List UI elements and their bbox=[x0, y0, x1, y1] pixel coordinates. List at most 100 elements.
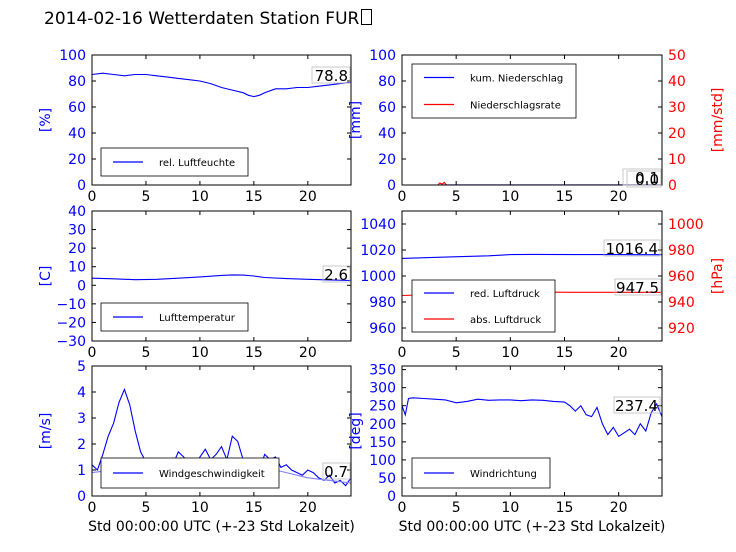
precip-ytick-label: 20 bbox=[378, 152, 396, 168]
pressure-ytick2-label: 940 bbox=[668, 295, 695, 311]
precip-xtick-label: 20 bbox=[610, 189, 628, 205]
pressure-ytick2-label: 920 bbox=[668, 321, 695, 337]
pressure-ytick2-label: 1000 bbox=[668, 217, 704, 233]
humidity-value-label-box bbox=[311, 66, 351, 84]
wind_speed-ytick-label: 2 bbox=[77, 437, 86, 453]
precip-ytick-label: 100 bbox=[369, 48, 396, 64]
temperature-ylabel: [C] bbox=[38, 266, 54, 287]
wind_dir-xtick-label: 0 bbox=[398, 500, 407, 516]
wind_speed-ytick-label: 1 bbox=[77, 463, 86, 479]
pressure-legend-box bbox=[411, 279, 556, 333]
wind_speed-xtick-label: 0 bbox=[88, 500, 97, 516]
precip-xtick-label: 15 bbox=[556, 189, 574, 205]
pressure-value-label: 947.5 bbox=[616, 279, 659, 297]
pressure-ytick2-label: 980 bbox=[668, 243, 695, 259]
pressure-ytick-label: 980 bbox=[369, 295, 396, 311]
precip-panel bbox=[401, 54, 663, 188]
pressure-legend-label: abs. Luftdruck bbox=[470, 315, 541, 326]
temperature-ytick-label: 20 bbox=[68, 241, 86, 257]
temperature-ytick-label: 30 bbox=[68, 223, 86, 239]
precip-legend-label: Niederschlagsrate bbox=[470, 101, 561, 112]
pressure-ytick2-label: 960 bbox=[668, 269, 695, 285]
temperature-plot-frame bbox=[91, 210, 352, 342]
wind_dir-ytick-label: 150 bbox=[369, 435, 396, 451]
wind_dir-ytick-label: 300 bbox=[369, 381, 396, 397]
precip-ytick2-label: 30 bbox=[668, 100, 686, 116]
wind_speed-xtick-label: 15 bbox=[245, 500, 263, 516]
precip-ytick2-label: 0 bbox=[668, 178, 677, 194]
wind_speed-plot-frame bbox=[91, 365, 352, 497]
wind_speed-ytick-label: 4 bbox=[77, 385, 86, 401]
wind_dir-ytick-label: 200 bbox=[369, 417, 396, 433]
humidity-ytick-label: 100 bbox=[59, 48, 86, 64]
precip-value-label: 0.1 bbox=[635, 169, 659, 187]
humidity-ytick-label: 20 bbox=[68, 152, 86, 168]
precip-ytick-label: 0 bbox=[387, 178, 396, 194]
wind_dir-ytick-label: 100 bbox=[369, 453, 396, 469]
precip-xtick-label: 10 bbox=[501, 189, 519, 205]
temperature-value-label-box bbox=[322, 265, 351, 283]
chart-title: 2014-02-16 Wetterdaten Station FUR bbox=[44, 9, 373, 29]
precip-ytick-label: 40 bbox=[378, 126, 396, 142]
pressure-ytick-label: 1000 bbox=[360, 269, 396, 285]
humidity-legend-label: rel. Luftfeuchte bbox=[159, 158, 235, 169]
humidity-value-label: 78.8 bbox=[315, 67, 348, 85]
humidity-xtick-label: 20 bbox=[299, 189, 317, 205]
wind_dir-ylabel: [deg] bbox=[348, 412, 364, 449]
pressure-ytick-label: 960 bbox=[369, 321, 396, 337]
temperature-xtick-label: 5 bbox=[141, 345, 150, 361]
humidity-xtick-label: 0 bbox=[88, 189, 97, 205]
wind_speed-series-line-0 bbox=[91, 387, 352, 487]
humidity-ytick-label: 80 bbox=[68, 74, 86, 90]
humidity-xtick-label: 15 bbox=[245, 189, 263, 205]
temperature-ytick-label: 0 bbox=[77, 278, 86, 294]
precip-ytick2-label: 10 bbox=[668, 152, 686, 168]
pressure-xtick-label: 20 bbox=[610, 345, 628, 361]
wind_dir-xtick-label: 10 bbox=[501, 500, 519, 516]
precip-ylabel: [mm] bbox=[348, 101, 364, 139]
temperature-ytick-label: −30 bbox=[56, 334, 86, 350]
precip-value-label: 0.0 bbox=[635, 171, 659, 189]
temperature-xtick-label: 20 bbox=[299, 345, 317, 361]
wind_speed-xtick-label: 20 bbox=[299, 500, 317, 516]
precip-ytick-label: 80 bbox=[378, 74, 396, 90]
temperature-ytick-label: 10 bbox=[68, 260, 86, 276]
wind_dir-xtick-label: 20 bbox=[610, 500, 628, 516]
humidity-ytick-label: 40 bbox=[68, 126, 86, 142]
wind_dir-xtick-label: 5 bbox=[452, 500, 461, 516]
humidity-legend-box bbox=[100, 147, 249, 177]
pressure-series-line-0 bbox=[401, 253, 663, 259]
precip-legend-box bbox=[411, 63, 577, 119]
wind_dir-xlabel: Std 00:00:00 UTC (+-23 Std Lokalzeit) bbox=[399, 519, 666, 535]
wind_dir-value-label-box bbox=[613, 396, 661, 414]
pressure-xtick-label: 10 bbox=[501, 345, 519, 361]
wind_speed-ylabel: [m/s] bbox=[38, 413, 54, 450]
precip-ytick2-label: 20 bbox=[668, 126, 686, 142]
pressure-value-label-box bbox=[603, 239, 661, 257]
humidity-xtick-label: 10 bbox=[191, 189, 209, 205]
precip-xtick-label: 0 bbox=[398, 189, 407, 205]
temperature-ytick-label: −20 bbox=[56, 315, 86, 331]
wind_dir-ytick-label: 0 bbox=[387, 489, 396, 505]
pressure-ytick-label: 1020 bbox=[360, 243, 396, 259]
precip-ytick2-label: 40 bbox=[668, 74, 686, 90]
wind_speed-xtick-label: 10 bbox=[191, 500, 209, 516]
wind_speed-ytick-label: 3 bbox=[77, 411, 86, 427]
humidity-plot-frame bbox=[91, 54, 352, 186]
wind_speed-ytick-label: 0 bbox=[77, 489, 86, 505]
pressure-legend-label: red. Luftdruck bbox=[470, 289, 540, 300]
humidity-ytick-label: 60 bbox=[68, 100, 86, 116]
pressure-value-label-box bbox=[614, 278, 662, 296]
temperature-xtick-label: 15 bbox=[245, 345, 263, 361]
wind_speed-xlabel: Std 00:00:00 UTC (+-23 Std Lokalzeit) bbox=[88, 519, 355, 535]
wind_speed-legend-label: Windgeschwindigkeit bbox=[159, 469, 265, 480]
wind_speed-value-label-box bbox=[322, 462, 351, 480]
humidity-xtick-label: 5 bbox=[141, 189, 150, 205]
temperature-value-label: 2.6 bbox=[324, 266, 348, 284]
wind_dir-ytick-label: 50 bbox=[378, 471, 396, 487]
humidity-panel bbox=[91, 54, 352, 186]
pressure-ytick-label: 1040 bbox=[360, 217, 396, 233]
precip-ytick-label: 60 bbox=[378, 100, 396, 116]
pressure-xtick-label: 15 bbox=[556, 345, 574, 361]
